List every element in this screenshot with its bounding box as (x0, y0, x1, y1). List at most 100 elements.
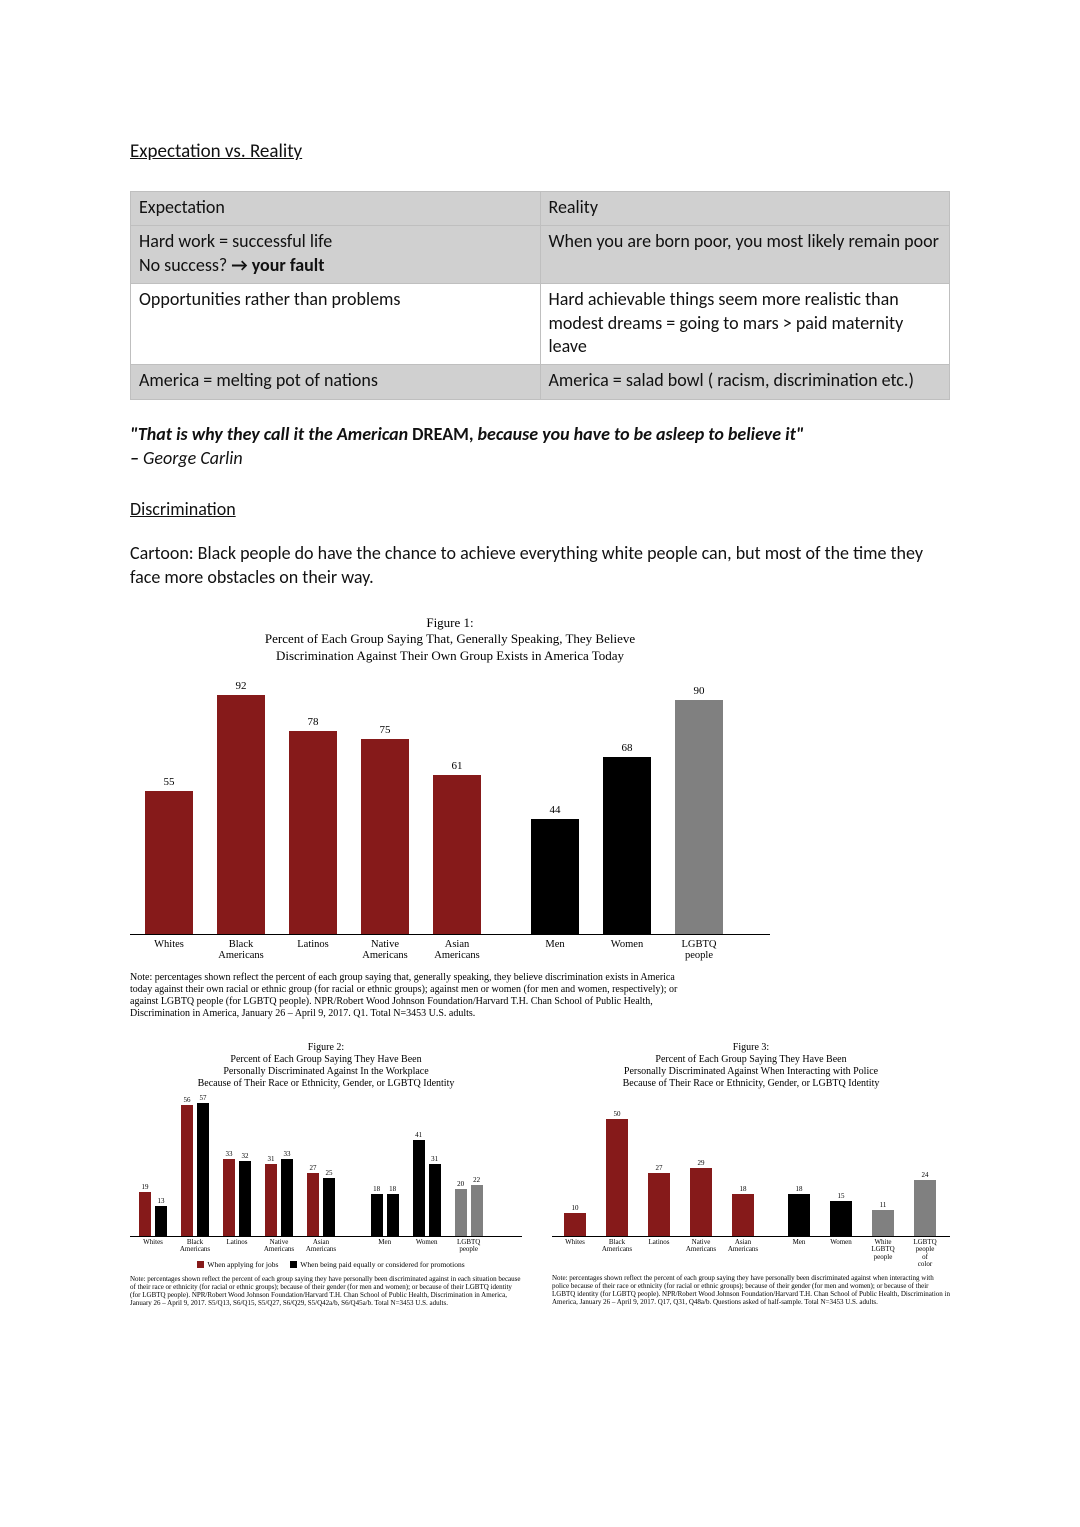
category-label: Women (598, 935, 656, 962)
bar-value-label: 11 (880, 1201, 887, 1209)
bar-rect (307, 1173, 319, 1236)
category-label: Whites (556, 1237, 594, 1268)
bar-cluster: 10 (556, 1204, 594, 1236)
legend-swatch-a (197, 1261, 204, 1268)
bar-rect (872, 1210, 894, 1236)
bar-rect (139, 1192, 151, 1236)
bar-cluster: 2725 (302, 1164, 340, 1236)
bar: 15 (828, 1192, 854, 1236)
bar: 20 (454, 1180, 468, 1236)
bar: 11 (870, 1201, 896, 1236)
bar-rect (281, 1159, 293, 1236)
bar-value-label: 31 (268, 1155, 275, 1163)
category-label: BlackAmericans (176, 1237, 214, 1254)
bar-rect (181, 1105, 193, 1236)
bar-rect (914, 1180, 936, 1236)
bar: 33 (222, 1150, 236, 1236)
quote-block: "That is why they call it the American D… (130, 422, 950, 471)
figure-2: Figure 2: Percent of Each Group Saying T… (130, 1042, 522, 1307)
bar: 41 (412, 1131, 426, 1236)
category-label: Women (822, 1237, 860, 1268)
document-page: Expectation vs. Reality Expectation Real… (0, 0, 1080, 1527)
bar: 68 (598, 742, 656, 934)
bar-cluster: 24 (906, 1171, 944, 1236)
bar-rect (145, 791, 193, 934)
bar-value-label: 18 (796, 1185, 803, 1193)
bar-cluster: 31 33 (260, 1150, 298, 1236)
bar-value-label: 22 (473, 1176, 480, 1184)
bar-value-label: 18 (373, 1185, 380, 1193)
bar-rect (471, 1185, 483, 1236)
category-label: AsianAmericans (428, 935, 486, 962)
bar-rect (564, 1213, 586, 1236)
bar: 22 (470, 1176, 484, 1236)
bar: 19 (138, 1183, 152, 1236)
table-row: America = melting pot of nations America… (131, 365, 950, 399)
category-label: Women (408, 1237, 446, 1254)
bar-rect (603, 757, 651, 934)
bar-cluster: 56 57 (176, 1094, 214, 1236)
bar-rect (387, 1194, 399, 1236)
category-label: LGBTQpeople (450, 1237, 488, 1254)
bar-rect (155, 1206, 167, 1236)
table-header-row: Expectation Reality (131, 192, 950, 226)
bar-cluster: 2022 (450, 1176, 488, 1236)
category-label: LGBTQpeopleofcolor (906, 1237, 944, 1268)
category-label: Men (526, 935, 584, 962)
bar-rect (830, 1201, 852, 1236)
legend-swatch-b (290, 1261, 297, 1268)
expectation-reality-table: Expectation Reality Hard work = successf… (130, 191, 950, 400)
table-header-reality: Reality (540, 192, 950, 226)
figure-1-group-left: 5592787561 (130, 680, 486, 934)
bar-value-label: 50 (614, 1110, 621, 1118)
figure-1-catgroup-right: MenWomenLGBTQpeople (486, 935, 770, 962)
bar-value-label: 29 (698, 1159, 705, 1167)
bar-value-label: 44 (550, 804, 561, 816)
category-label: Latinos (640, 1237, 678, 1268)
category-label: Whites (140, 935, 198, 962)
bar-rect (433, 775, 481, 934)
bar-value-label: 32 (242, 1152, 249, 1160)
bar: 29 (688, 1159, 714, 1236)
table-cell: When you are born poor, you most likely … (540, 226, 950, 284)
heading-discrimination: Discrimination (130, 498, 950, 520)
bar-cluster: 50 (598, 1110, 636, 1236)
figure-3-plot: 105027291818151124 (552, 1096, 950, 1237)
category-label: Whites (134, 1237, 172, 1254)
category-label: NativeAmericans (260, 1237, 298, 1254)
bar-value-label: 55 (164, 776, 175, 788)
figure-2-catgroup-right: MenWomenLGBTQpeople (348, 1237, 522, 1254)
bar-rect (455, 1189, 467, 1236)
bar-rect (606, 1119, 628, 1236)
figure-2-group-right: 181841312022 (348, 1131, 522, 1236)
bar-rect (265, 1164, 277, 1236)
bar-value-label: 57 (200, 1094, 207, 1102)
bar: 18 (730, 1185, 756, 1236)
figure-3-group-left: 1050272918 (552, 1110, 762, 1236)
figure-2-categories: WhitesBlackAmericansLatinosNativeAmerica… (130, 1237, 522, 1254)
bar-value-label: 68 (622, 742, 633, 754)
figure-2-legend: When applying for jobs When being paid e… (130, 1260, 522, 1269)
bar-rect (197, 1103, 209, 1236)
bar-rect (690, 1168, 712, 1236)
figure-3-note: Note: percentages shown reflect the perc… (552, 1274, 950, 1306)
table-header-expectation: Expectation (131, 192, 541, 226)
arrow-icon: → (231, 254, 247, 276)
figure-2-catgroup-left: WhitesBlackAmericansLatinosNativeAmerica… (130, 1237, 348, 1254)
bar: 32 (238, 1152, 252, 1236)
bar-rect (675, 700, 723, 934)
figure-2-title: Figure 2: Percent of Each Group Saying T… (176, 1042, 476, 1090)
bar-rect (371, 1194, 383, 1236)
bar: 18 (386, 1185, 400, 1236)
figure-3-group-right: 18 15 11 24 (762, 1171, 950, 1236)
bar-value-label: 56 (184, 1096, 191, 1104)
figure-2-plot: 19135657333231332725181841312022 (130, 1096, 522, 1237)
figure-3-title: Figure 3: Percent of Each Group Saying T… (601, 1042, 901, 1090)
bar-value-label: 90 (694, 685, 705, 697)
bar: 56 (180, 1096, 194, 1236)
figure-1: Figure 1: Percent of Each Group Saying T… (130, 615, 770, 1020)
bar: 33 (280, 1150, 294, 1236)
category-label: WhiteLGBTQpeople (864, 1237, 902, 1268)
bar-value-label: 33 (284, 1150, 291, 1158)
bar: 90 (670, 685, 728, 934)
